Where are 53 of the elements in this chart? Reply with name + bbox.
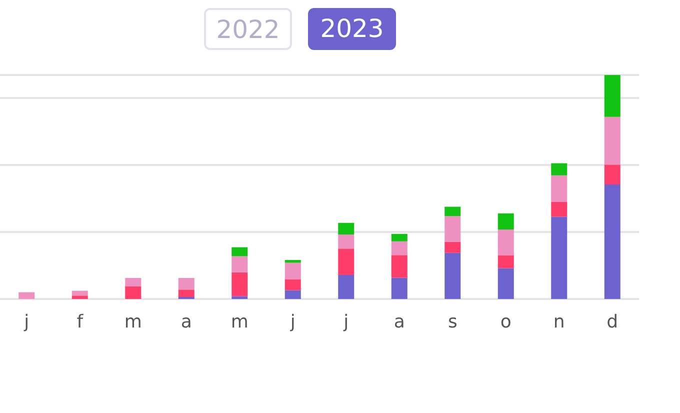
x-tick-label: j	[23, 312, 30, 332]
x-tick-label: d	[606, 312, 618, 332]
bar	[551, 216, 568, 299]
bar	[604, 75, 620, 117]
bar	[498, 268, 514, 299]
bar	[284, 260, 301, 263]
bar	[604, 184, 620, 299]
bar	[72, 290, 88, 296]
bar	[498, 230, 514, 256]
bar	[284, 262, 301, 280]
bar	[232, 256, 248, 272]
x-tick-label: m	[124, 312, 142, 332]
bar	[391, 255, 408, 278]
x-tick-label: a	[394, 312, 405, 332]
bar	[551, 163, 568, 176]
x-tick-label: a	[180, 312, 192, 332]
text: 2023	[308, 8, 396, 50]
bar	[125, 278, 142, 286]
x-tick-label: m	[230, 312, 248, 332]
x-tick-label: f	[76, 312, 84, 332]
text: 2022	[204, 8, 292, 50]
bar	[72, 296, 88, 299]
bar	[125, 286, 142, 299]
bar	[444, 216, 461, 242]
bar	[338, 248, 354, 276]
bar	[338, 222, 354, 234]
x-tick-label: s	[448, 312, 458, 332]
bar	[284, 280, 301, 290]
bar	[391, 278, 408, 299]
x-tick-label: j	[342, 312, 349, 332]
x-tick-label: n	[553, 312, 565, 332]
bar	[232, 247, 248, 256]
bar	[391, 234, 408, 242]
bar	[498, 213, 514, 230]
bar	[391, 241, 408, 256]
bar	[444, 206, 461, 216]
bar	[18, 292, 35, 299]
bar	[338, 234, 354, 249]
bar	[284, 290, 301, 299]
bar	[444, 252, 461, 299]
x-tick-label: o	[500, 312, 512, 332]
bar	[178, 290, 194, 297]
bar	[232, 296, 248, 299]
bar	[604, 116, 620, 165]
bar	[338, 275, 354, 299]
bar	[604, 164, 620, 185]
bar	[232, 272, 248, 296]
bar	[551, 202, 568, 217]
bar	[498, 256, 514, 268]
bar	[551, 175, 568, 202]
bar	[444, 242, 461, 253]
x-tick-label: j	[289, 312, 296, 332]
bar	[178, 278, 194, 290]
